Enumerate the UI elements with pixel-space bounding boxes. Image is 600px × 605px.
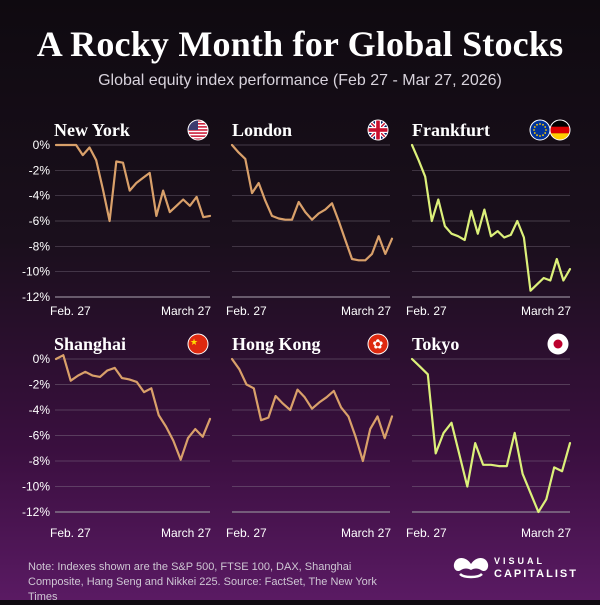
x-start-label: Feb. 27 <box>50 526 91 540</box>
chart-title: Shanghai <box>54 334 126 354</box>
series-line <box>54 143 212 223</box>
page-title: A Rocky Month for Global Stocks <box>36 24 564 64</box>
x-end-label: March 27 <box>341 526 391 540</box>
series-line <box>410 143 572 292</box>
y-tick-label: -8% <box>29 454 51 468</box>
y-tick-label: -8% <box>29 239 51 253</box>
chart-panel: Tokyo Feb. 27 March 27 <box>406 333 572 540</box>
x-end-label: March 27 <box>521 526 571 540</box>
page-subtitle: Global equity index performance (Feb 27 … <box>98 72 502 89</box>
chart-panel: Hong Kong ✿ Feb. 27 March 27 <box>226 333 394 540</box>
y-tick-label: -2% <box>29 163 51 177</box>
y-tick-label: 0% <box>33 138 51 152</box>
y-tick-label: -12% <box>22 505 50 519</box>
x-start-label: Feb. 27 <box>406 304 447 318</box>
y-tick-label: -10% <box>22 265 50 279</box>
series-line <box>54 354 212 461</box>
x-end-label: March 27 <box>341 304 391 318</box>
y-tick-label: -6% <box>29 429 51 443</box>
uk-flag-icon <box>368 120 388 140</box>
y-tick-label: -6% <box>29 214 51 228</box>
series-line <box>230 357 394 463</box>
x-end-label: March 27 <box>161 304 211 318</box>
svg-text:✿: ✿ <box>373 338 384 353</box>
visual-capitalist-logo: VISUAL CAPITALIST <box>452 554 582 588</box>
germany-flag-icon <box>550 120 570 140</box>
y-tick-label: -2% <box>29 378 51 392</box>
x-end-label: March 27 <box>521 304 571 318</box>
y-tick-label: 0% <box>33 352 51 366</box>
x-start-label: Feb. 27 <box>406 526 447 540</box>
series-line <box>230 143 394 262</box>
y-tick-label: -4% <box>29 403 51 417</box>
japan-flag-icon <box>548 334 568 354</box>
logo-line2: CAPITALIST <box>494 568 578 580</box>
chart-title: Hong Kong <box>232 334 321 354</box>
chart-panel: Frankfurt Feb. 27 March 27 <box>406 119 572 318</box>
logo-line1: VISUAL <box>494 556 546 566</box>
mustache-logo-icon <box>453 558 489 579</box>
chart-panel: Shanghai ★ 0% -2% -4% -6% -8% -10% -12%Feb. 27 Ma… <box>22 333 212 540</box>
x-end-label: March 27 <box>161 526 211 540</box>
chart-title: Tokyo <box>412 334 459 354</box>
footnote: Note: Indexes shown are the S&P 500, FTS… <box>28 561 377 603</box>
china-flag-icon: ★ <box>188 334 208 354</box>
x-start-label: Feb. 27 <box>50 304 91 318</box>
x-start-label: Feb. 27 <box>226 526 267 540</box>
chart-title: London <box>232 120 292 140</box>
svg-text:★: ★ <box>190 338 198 348</box>
eu-flag-icon <box>529 119 551 141</box>
chart-panel: London Feb. 27 March 27 <box>226 119 394 318</box>
series-line <box>410 357 572 514</box>
x-start-label: Feb. 27 <box>226 304 267 318</box>
us-flag-icon <box>188 120 208 140</box>
y-tick-label: -10% <box>22 480 50 494</box>
y-tick-label: -12% <box>22 290 50 304</box>
chart-title: Frankfurt <box>412 120 490 140</box>
hong-kong-flag-icon: ✿ <box>368 334 388 354</box>
y-tick-label: -4% <box>29 189 51 203</box>
chart-title: New York <box>54 120 130 140</box>
